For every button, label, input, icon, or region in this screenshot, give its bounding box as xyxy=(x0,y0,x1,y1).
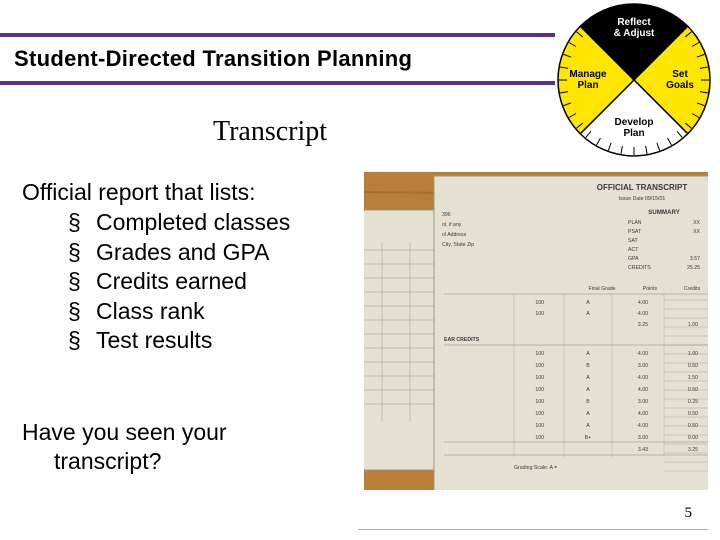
transcript-photo: OFFICIAL TRANSCRIPT Issue Date 09/15/01 SU… xyxy=(364,172,708,490)
svg-text:Final Grade: Final Grade xyxy=(588,286,615,292)
bullet-list: Completed classesGrades and GPACredits e… xyxy=(22,208,290,355)
svg-text:100: 100 xyxy=(535,311,544,317)
svg-text:3.25: 3.25 xyxy=(688,447,698,453)
svg-text:100: 100 xyxy=(535,375,544,381)
svg-text:A: A xyxy=(586,387,590,393)
svg-text:XX: XX xyxy=(693,220,700,226)
svg-text:4.00: 4.00 xyxy=(638,387,648,393)
svg-text:100: 100 xyxy=(535,423,544,429)
svg-text:B: B xyxy=(586,363,590,369)
svg-text:PLAN: PLAN xyxy=(628,220,642,226)
svg-text:396: 396 xyxy=(442,212,451,218)
bullet-item: Completed classes xyxy=(68,208,290,237)
svg-text:25.25: 25.25 xyxy=(687,265,700,271)
svg-text:A: A xyxy=(586,351,590,357)
svg-text:PSAT: PSAT xyxy=(628,229,642,235)
svg-text:4.00: 4.00 xyxy=(638,423,648,429)
svg-text:A: A xyxy=(586,300,590,306)
svg-text:0.25: 0.25 xyxy=(688,399,698,405)
svg-text:3.00: 3.00 xyxy=(638,363,648,369)
svg-text:4.00: 4.00 xyxy=(638,311,648,317)
svg-text:4.00: 4.00 xyxy=(638,351,648,357)
bullet-item: Credits earned xyxy=(68,267,290,296)
bullet-item: Class rank xyxy=(68,297,290,326)
svg-text:0.50: 0.50 xyxy=(688,363,698,369)
question-line1: Have you seen your xyxy=(22,418,322,447)
svg-text:100: 100 xyxy=(535,387,544,393)
svg-text:B: B xyxy=(586,399,590,405)
svg-text:4.00: 4.00 xyxy=(638,411,648,417)
svg-text:4.00: 4.00 xyxy=(638,375,648,381)
svg-text:CREDITS: CREDITS xyxy=(628,265,651,271)
svg-text:3.57: 3.57 xyxy=(690,256,700,262)
svg-text:Grading Scale: A =: Grading Scale: A = xyxy=(514,465,557,471)
svg-text:ol, if any: ol, if any xyxy=(442,222,462,228)
svg-text:3.25: 3.25 xyxy=(638,322,648,328)
svg-text:Issue Date 09/15/01: Issue Date 09/15/01 xyxy=(619,196,666,202)
svg-text:B+: B+ xyxy=(585,435,592,441)
svg-text:OFFICIAL TRANSCRIPT: OFFICIAL TRANSCRIPT xyxy=(597,183,688,192)
svg-text:ol Address: ol Address xyxy=(442,232,467,238)
svg-text:Reflect& Adjust: Reflect& Adjust xyxy=(614,17,655,39)
svg-text:A: A xyxy=(586,311,590,317)
bullet-item: Grades and GPA xyxy=(68,238,290,267)
svg-text:100: 100 xyxy=(535,399,544,405)
svg-text:100: 100 xyxy=(535,411,544,417)
svg-text:EAR CREDITS: EAR CREDITS xyxy=(444,337,480,343)
svg-text:SAT: SAT xyxy=(628,238,639,244)
svg-text:SUMMARY: SUMMARY xyxy=(648,209,681,216)
footer-divider xyxy=(358,529,708,530)
process-wheel-diagram: Reflect& AdjustSetGoalsDevelopPlanManage… xyxy=(554,0,714,160)
svg-text:100: 100 xyxy=(535,363,544,369)
header-title: Student-Directed Transition Planning xyxy=(14,46,412,72)
header-band: Student-Directed Transition Planning xyxy=(0,33,555,85)
svg-text:3.00: 3.00 xyxy=(638,435,648,441)
svg-text:ACT: ACT xyxy=(628,247,639,253)
bullet-item: Test results xyxy=(68,326,290,355)
svg-text:A: A xyxy=(586,423,590,429)
svg-text:1.50: 1.50 xyxy=(688,375,698,381)
svg-text:GPA: GPA xyxy=(628,256,639,262)
svg-text:4.00: 4.00 xyxy=(638,300,648,306)
svg-text:100: 100 xyxy=(535,300,544,306)
svg-text:Credits: Credits xyxy=(684,286,701,292)
question-line2: transcript? xyxy=(22,447,322,476)
svg-text:0.00: 0.00 xyxy=(688,435,698,441)
svg-text:Points: Points xyxy=(643,286,658,292)
svg-text:XX: XX xyxy=(693,229,700,235)
question-text: Have you seen your transcript? xyxy=(22,418,322,477)
lead-text: Official report that lists: xyxy=(22,178,290,207)
body-text-block: Official report that lists: Completed cl… xyxy=(22,178,290,356)
svg-text:A: A xyxy=(586,411,590,417)
page-number: 5 xyxy=(685,505,693,522)
svg-text:A: A xyxy=(586,375,590,381)
svg-text:3.43: 3.43 xyxy=(638,447,648,453)
svg-text:3.00: 3.00 xyxy=(638,399,648,405)
svg-text:100: 100 xyxy=(535,351,544,357)
svg-text:City, State Zip: City, State Zip xyxy=(442,242,474,248)
svg-text:0.50: 0.50 xyxy=(688,411,698,417)
svg-text:100: 100 xyxy=(535,435,544,441)
slide-subtitle: Transcript xyxy=(0,116,540,148)
